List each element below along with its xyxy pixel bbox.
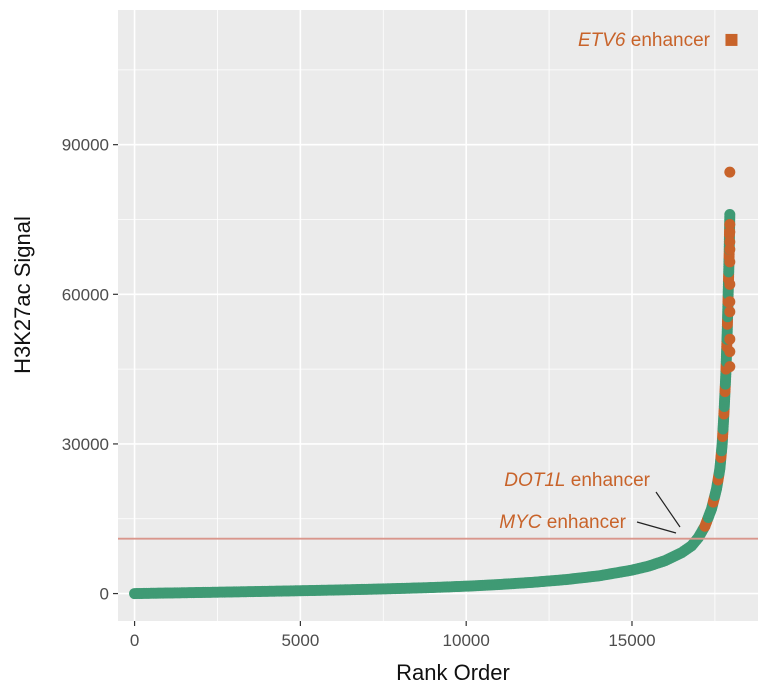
super-enhancer-point <box>724 256 736 268</box>
super-enhancer-point <box>724 306 736 318</box>
x-axis-title: Rank Order <box>396 660 510 685</box>
data-point <box>724 208 736 220</box>
annotation-gene-name: ETV6 <box>578 30 626 51</box>
annotation-gene-name: MYC <box>499 512 542 533</box>
super-enhancer-point <box>724 333 736 345</box>
axes: 0 5000 10000 15000 0 30000 60000 90000 <box>62 136 656 650</box>
x-tick-label: 10000 <box>443 631 490 650</box>
y-tick-label: 30000 <box>62 435 109 454</box>
etv6-annotation: ETV6 enhancer <box>578 30 711 51</box>
x-tick-label: 15000 <box>608 631 655 650</box>
super-enhancer-point <box>724 361 736 373</box>
dot1l-annotation: DOT1L enhancer <box>504 470 650 491</box>
super-enhancer-point <box>724 226 736 238</box>
data-points <box>118 33 758 600</box>
x-tick-label: 5000 <box>281 631 319 650</box>
etv6-enhancer-point <box>725 33 738 46</box>
super-enhancer-point <box>724 166 736 178</box>
annotation-suffix: enhancer <box>625 30 710 51</box>
super-enhancer-point <box>724 243 736 255</box>
y-tick-label: 90000 <box>62 136 109 155</box>
super-enhancer-point <box>724 296 736 308</box>
super-enhancer-point <box>724 346 736 358</box>
y-tick-label: 60000 <box>62 285 109 304</box>
annotation-suffix: enhancer <box>565 470 650 491</box>
myc-leader-line <box>636 521 677 534</box>
myc-annotation: MYC enhancer <box>499 512 626 533</box>
y-tick-label: 0 <box>100 585 109 604</box>
y-axis-title: H3K27ac Signal <box>10 216 35 374</box>
grid-lines <box>118 10 758 621</box>
plot-panel <box>118 10 758 621</box>
super-enhancer-point <box>724 278 736 290</box>
dot1l-leader-line <box>655 491 681 528</box>
annotation-gene-name: DOT1L <box>504 470 565 491</box>
annotation-suffix: enhancer <box>541 512 626 533</box>
x-tick-label: 0 <box>130 631 139 650</box>
